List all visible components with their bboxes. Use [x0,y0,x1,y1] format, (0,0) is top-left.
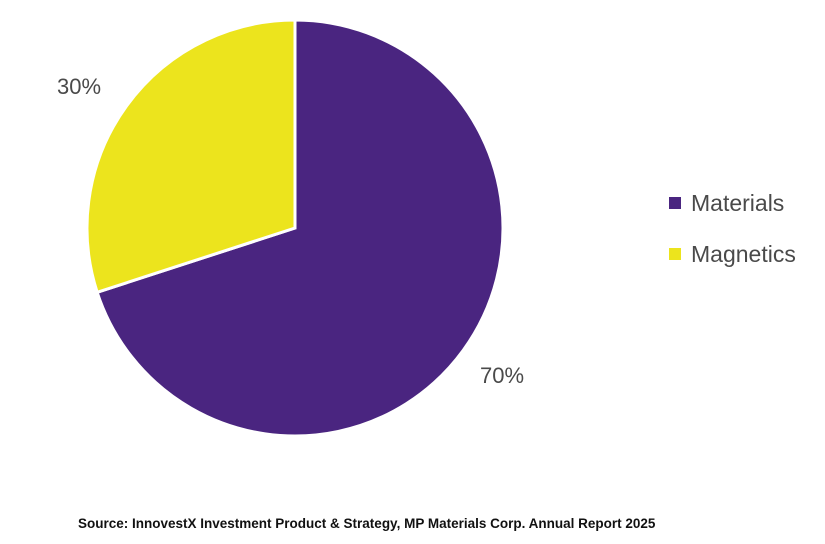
slice-label-magnetics: 30% [57,74,101,99]
legend-swatch-magnetics [669,248,681,260]
slice-labels: 70% 30% [57,74,524,388]
slice-label-materials: 70% [480,363,524,388]
pie-slices [85,18,505,438]
pie-slice-magnetics [85,18,297,295]
pie-slice-materials [95,18,505,438]
legend-label-materials: Materials [691,190,784,216]
source-note: Source: InnovestX Investment Product & S… [78,516,656,531]
legend-swatch-materials [669,197,681,209]
legend-label-magnetics: Magnetics [691,241,796,267]
legend: Materials Magnetics [669,190,796,267]
